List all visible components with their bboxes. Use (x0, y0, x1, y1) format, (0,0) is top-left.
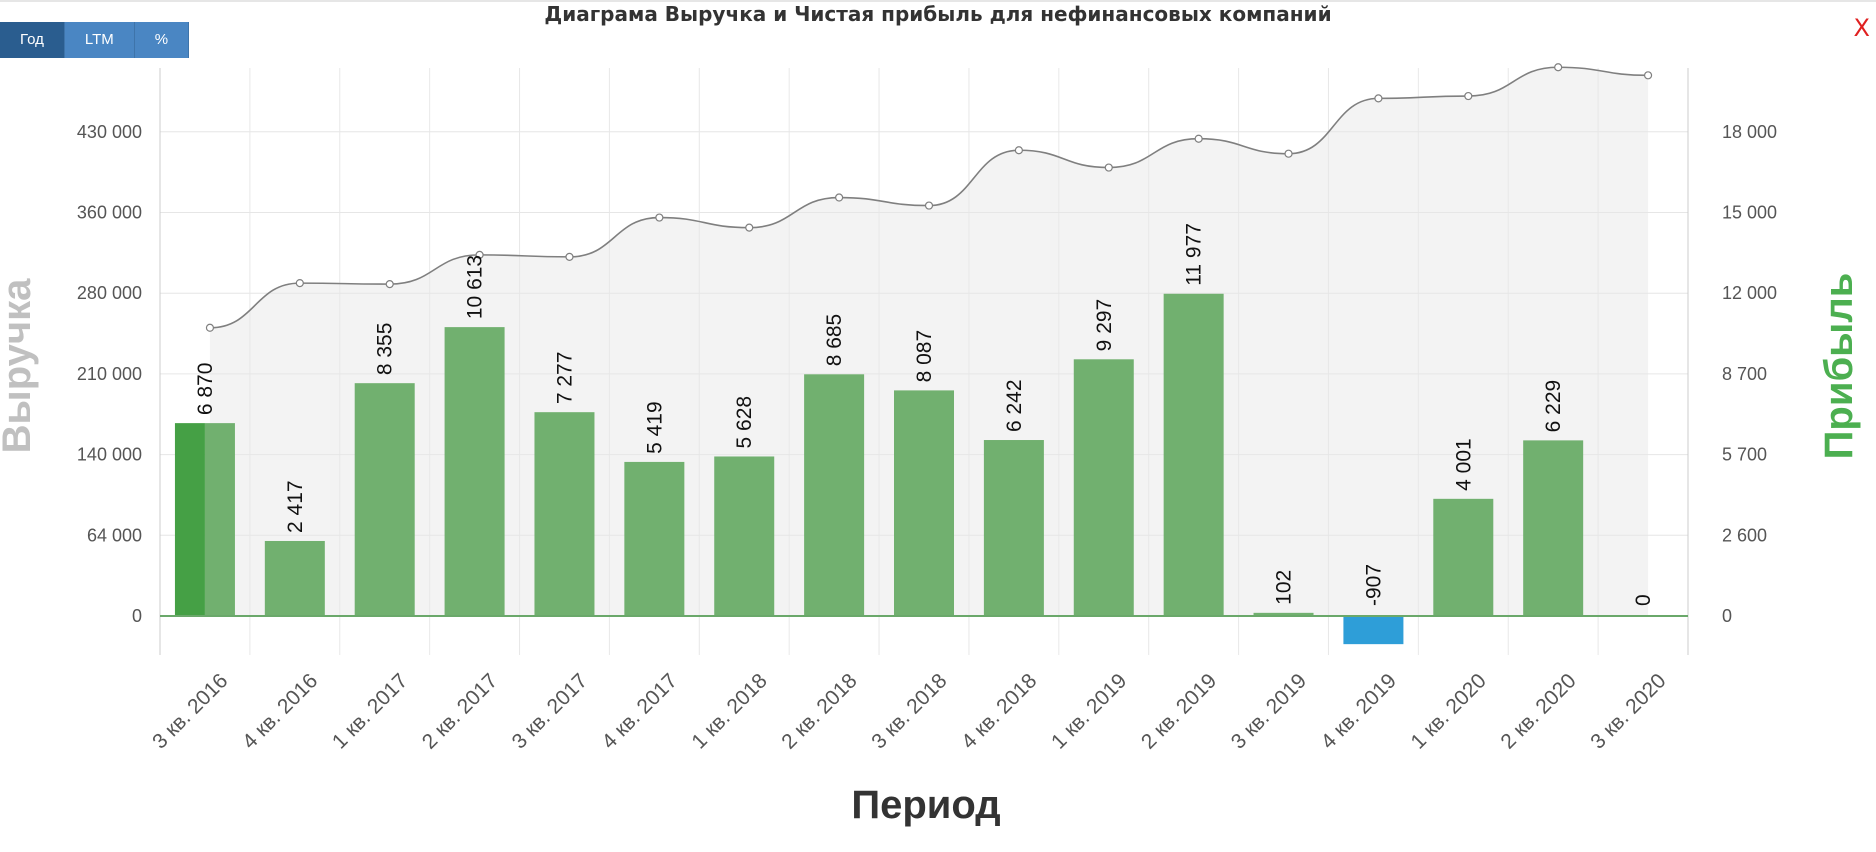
profit-bar (264, 540, 325, 616)
x-tick-label: 1 кв. 2017 (328, 669, 412, 753)
x-tick-label: 3 кв. 2016 (148, 669, 232, 753)
chart-title: Диаграма Выручка и Чистая прибыль для не… (544, 2, 1332, 26)
y-right-tick-label: 2 600 (1722, 525, 1767, 545)
x-tick-label: 1 кв. 2020 (1407, 669, 1491, 753)
profit-bar (1073, 359, 1134, 616)
y-left-tick-label: 64 000 (87, 525, 142, 545)
y-axis-right-title: Прибыль (1817, 273, 1861, 460)
x-axis-title: Период (851, 783, 1000, 827)
x-tick-label: 4 кв. 2016 (238, 669, 322, 753)
x-tick-label: 1 кв. 2019 (1047, 669, 1131, 753)
y-right-tick-label: 18 000 (1722, 122, 1777, 142)
revenue-point (475, 250, 484, 259)
x-tick-label: 3 кв. 2018 (867, 669, 951, 753)
y-left-tick-label: 140 000 (77, 445, 142, 465)
x-tick-label: 3 кв. 2017 (508, 669, 592, 753)
bar-value-label: 9 297 (1093, 299, 1116, 352)
x-tick-label: 3 кв. 2019 (1227, 669, 1311, 753)
x-tick-label: 2 кв. 2020 (1496, 669, 1580, 753)
revenue-point (835, 193, 844, 202)
revenue-point (295, 279, 304, 288)
x-tick-label: 2 кв. 2018 (777, 669, 861, 753)
bar-value-label: 102 (1273, 570, 1296, 605)
bar-value-label: 8 355 (374, 323, 397, 376)
y-right-tick-label: 0 (1722, 606, 1732, 626)
x-tick-label: 4 кв. 2019 (1317, 669, 1401, 753)
profit-bar (444, 327, 505, 616)
profit-bar (354, 383, 415, 616)
y-left-tick-label: 430 000 (77, 122, 142, 142)
y-right-tick-label: 15 000 (1722, 203, 1777, 223)
bar-value-label: 5 628 (733, 396, 756, 449)
profit-bar (983, 440, 1044, 616)
y-left-tick-label: 0 (132, 606, 142, 626)
revenue-point (745, 223, 754, 232)
profit-bar (204, 423, 235, 616)
profit-bar (1343, 616, 1404, 645)
bar-value-label: 5 419 (643, 401, 666, 454)
profit-bar (894, 390, 954, 616)
bar-value-label: 7 277 (553, 352, 576, 405)
bar-value-label: 8 685 (823, 314, 846, 367)
bar-value-label: 4 001 (1452, 438, 1475, 491)
y-right-tick-label: 12 000 (1722, 283, 1777, 303)
profit-bar (534, 412, 595, 616)
x-tick-label: 2 кв. 2017 (418, 669, 502, 753)
profit-bar (1433, 498, 1494, 616)
profit-bar (174, 423, 205, 616)
y-axis-left-title: Выручка (0, 278, 39, 453)
bar-value-label: 11 977 (1183, 223, 1206, 286)
revenue-point (385, 280, 394, 289)
bar-value-label: 6 242 (1003, 379, 1026, 432)
revenue-point (1194, 134, 1203, 143)
ltm-button[interactable]: LTM (64, 22, 135, 58)
revenue-point (1464, 91, 1473, 101)
bar-value-label: -907 (1362, 564, 1385, 606)
revenue-point (1284, 149, 1293, 158)
profit-bar (1523, 440, 1584, 616)
y-right-tick-label: 8 700 (1722, 364, 1767, 384)
profit-bar (714, 456, 775, 616)
bar-value-label: 2 417 (284, 480, 307, 533)
bar-value-label: 6 870 (194, 363, 217, 416)
bar-value-label: 6 229 (1542, 380, 1565, 433)
revenue-point (1374, 94, 1383, 103)
top-border (0, 0, 1876, 2)
x-tick-label: 4 кв. 2017 (598, 669, 682, 753)
revenue-point (565, 252, 574, 261)
bar-value-label: 0 (1632, 594, 1655, 606)
profit-bar (804, 374, 865, 616)
x-tick-label: 4 кв. 2018 (957, 669, 1041, 753)
revenue-point (924, 201, 934, 210)
revenue-point (1104, 163, 1113, 172)
y-left-tick-label: 280 000 (77, 283, 142, 303)
revenue-point (1554, 63, 1563, 72)
y-right-tick-label: 5 700 (1722, 445, 1767, 465)
bar-value-label: 8 087 (913, 330, 936, 383)
y-left-tick-label: 210 000 (77, 364, 142, 384)
revenue-point (1643, 71, 1653, 80)
revenue-line (209, 66, 1649, 329)
y-left-tick-label: 360 000 (77, 203, 142, 223)
revenue-point (655, 213, 664, 222)
period-toggle-group: Год LTM % (0, 22, 190, 58)
x-tick-label: 2 кв. 2019 (1137, 669, 1221, 753)
profit-bar (1163, 293, 1224, 616)
bar-value-label: 10 613 (464, 255, 487, 319)
close-button[interactable]: X (1853, 14, 1870, 42)
x-tick-label: 3 кв. 2020 (1586, 669, 1670, 753)
x-tick-label: 1 кв. 2018 (687, 669, 771, 753)
percent-button[interactable]: % (134, 22, 190, 58)
profit-bar (624, 461, 685, 616)
profit-bar (1253, 612, 1314, 616)
revenue-point (1014, 146, 1023, 155)
revenue-point (205, 323, 215, 332)
year-button[interactable]: Год (0, 22, 65, 58)
